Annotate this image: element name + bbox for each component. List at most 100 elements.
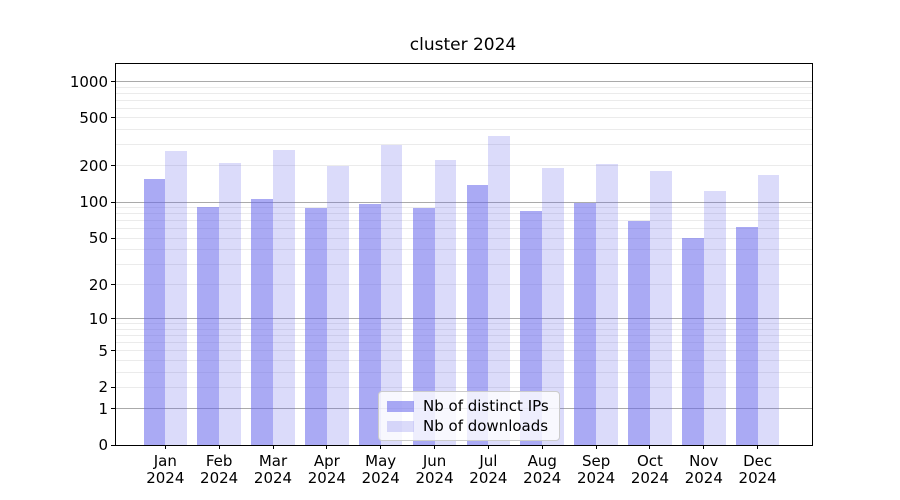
x-tick-mark [649, 445, 651, 449]
bar-downloads [649, 171, 672, 445]
x-tick-year: 2024 [361, 469, 400, 487]
x-tick-mark [380, 445, 382, 449]
bar-downloads [165, 151, 188, 445]
x-tick-month: May [365, 452, 397, 470]
bar-downloads [542, 168, 565, 445]
x-tick-month: Jan [153, 452, 177, 470]
x-tick-month: Apr [313, 452, 340, 470]
gridline-minor [116, 220, 812, 222]
gridline-minor [116, 249, 812, 251]
bar-downloads [273, 149, 295, 445]
gridline-major [116, 318, 812, 320]
bar-distinct-ips [735, 227, 758, 445]
gridline-minor [116, 92, 812, 94]
x-tick-mark [595, 445, 597, 449]
legend-row: Nb of downloads [387, 418, 549, 434]
gridline-minor [116, 107, 812, 109]
x-tick-year: 2024 [307, 469, 346, 487]
x-tick-mark [487, 445, 489, 449]
bar-downloads [757, 175, 780, 445]
x-tick-mark [541, 445, 543, 449]
y-tick-label: 1000 [69, 72, 108, 91]
x-tick-year: 2024 [253, 469, 293, 487]
bar-distinct-ips [305, 208, 327, 445]
y-tick-mark [111, 81, 115, 82]
x-tick-month: Feb [205, 452, 233, 470]
x-tick-month: Dec [743, 452, 773, 470]
bar-distinct-ips [466, 184, 489, 445]
x-tick-mark [164, 445, 166, 449]
y-tick-mark [111, 350, 115, 352]
x-tick-label: Mar 2024 [243, 453, 303, 487]
y-tick-mark [111, 444, 115, 446]
x-tick-year: 2024 [738, 469, 777, 487]
x-tick-year: 2024 [146, 469, 185, 487]
x-tick-year: 2024 [523, 469, 562, 487]
legend-row: Nb of distinct IPs [387, 398, 549, 414]
y-tick-label: 200 [79, 156, 108, 175]
gridline-minor [116, 213, 812, 215]
legend-label-ips: Nb of distinct IPs [423, 397, 549, 415]
gridline-minor [116, 284, 812, 286]
gridline-minor [116, 359, 812, 361]
y-tick-label: 50 [88, 229, 108, 248]
x-tick-label: Feb 2024 [189, 453, 249, 487]
bar-distinct-ips [682, 238, 704, 445]
x-tick-year: 2024 [577, 469, 616, 487]
gridline-minor [116, 228, 812, 230]
gridline-minor [116, 144, 812, 146]
x-tick-label: Jan 2024 [135, 453, 195, 487]
bar-distinct-ips [358, 204, 381, 445]
x-tick-year: 2024 [415, 469, 454, 487]
bar-distinct-ips [628, 221, 650, 445]
bar-downloads [488, 136, 511, 445]
y-tick-mark [111, 386, 115, 388]
x-tick-mark [703, 445, 705, 449]
bar-downloads [219, 162, 241, 445]
x-tick-label: Aug 2024 [512, 453, 572, 487]
x-tick-label: Oct 2024 [620, 453, 680, 487]
x-tick-month: Mar [258, 452, 288, 470]
plot-area: Nb of distinct IPs Nb of downloads 0 1 2 5 1… [70, 63, 813, 487]
x-tick-month: Aug [527, 452, 557, 470]
bar-distinct-ips [143, 179, 166, 445]
x-tick-label: Jun 2024 [405, 453, 465, 487]
x-tick-label: Sep 2024 [566, 453, 626, 487]
bar-distinct-ips [251, 198, 273, 445]
x-tick-year: 2024 [684, 469, 723, 487]
y-tick-mark [111, 284, 115, 286]
y-tick-label: 5 [98, 341, 108, 360]
x-tick-label: May 2024 [351, 453, 411, 487]
bar-distinct-ips [574, 202, 597, 445]
x-tick-year: 2024 [200, 469, 239, 487]
gridline-minor [116, 129, 812, 131]
y-tick-mark [111, 201, 115, 203]
x-tick-label: Dec 2024 [728, 453, 788, 487]
bar-downloads [596, 164, 618, 445]
y-tick-label: 2 [98, 378, 108, 397]
gridline-minor [116, 207, 812, 209]
gridline-minor [116, 323, 812, 325]
y-tick-label: 20 [88, 275, 108, 294]
bar-distinct-ips [412, 207, 435, 445]
legend-swatch-ips-icon [387, 400, 414, 412]
y-tick-label: 1 [98, 399, 108, 418]
gridline-minor [116, 263, 812, 265]
gridline-minor [116, 117, 812, 119]
x-tick-mark [434, 445, 436, 449]
x-tick-month: Jun [422, 452, 447, 470]
x-tick-month: Nov [689, 452, 719, 470]
bar-downloads [326, 166, 349, 445]
y-tick-mark [111, 165, 115, 167]
gridline-minor [116, 237, 812, 239]
x-tick-mark [757, 445, 759, 449]
x-tick-label: Apr 2024 [297, 453, 357, 487]
gridline-minor [116, 386, 812, 388]
x-tick-mark [218, 445, 220, 449]
gridline-minor [116, 335, 812, 337]
gridline-minor [116, 86, 812, 88]
y-tick-label: 100 [79, 193, 108, 212]
y-tick-mark [111, 117, 115, 119]
y-tick-mark [111, 318, 115, 320]
gridline-major [116, 201, 812, 203]
